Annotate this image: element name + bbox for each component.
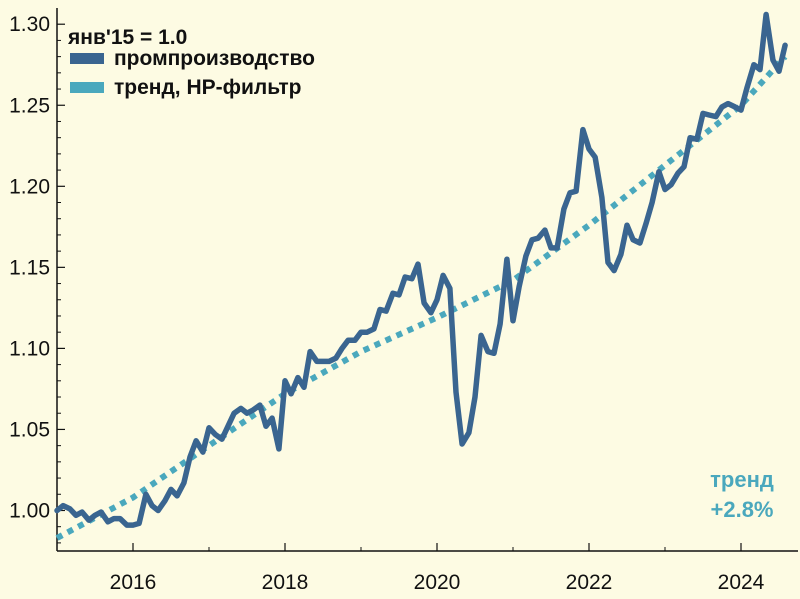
x-tick-label: 2022 <box>566 571 613 594</box>
y-tick-label: 1.05 <box>9 418 50 441</box>
x-tick-label: 2024 <box>718 571 765 594</box>
trend-annotation-line1: тренд <box>710 467 774 492</box>
y-tick-label: 1.15 <box>9 256 50 279</box>
x-axis-ticks: 2016 2018 2020 2022 2024 <box>56 543 765 594</box>
legend-label-industrial-production: промпроизводство <box>114 47 315 70</box>
x-tick-label: 2018 <box>262 571 309 594</box>
y-tick-label: 1.00 <box>9 499 50 522</box>
axes <box>56 8 798 552</box>
trend-annotation: тренд +2.8% <box>710 467 774 522</box>
y-axis-ticks: 1.00 1.05 1.10 1.15 1.20 1.25 1.30 <box>9 13 65 544</box>
y-tick-label: 1.30 <box>9 13 50 36</box>
legend-header: янв'15 = 1.0 <box>67 26 187 49</box>
x-tick-label: 2016 <box>110 571 157 594</box>
legend-swatch-trend <box>70 82 104 93</box>
legend-swatch-industrial-production <box>70 53 104 64</box>
x-tick-label: 2020 <box>414 571 461 594</box>
y-tick-label: 1.25 <box>9 94 50 117</box>
legend-label-trend: тренд, HP-фильтр <box>114 76 301 99</box>
y-tick-label: 1.20 <box>9 175 50 198</box>
y-tick-label: 1.10 <box>9 337 50 360</box>
series-lines <box>54 11 788 541</box>
trend-annotation-line2: +2.8% <box>711 497 774 522</box>
legend: янв'15 = 1.0 промпроизводство тренд, HP-… <box>67 26 315 99</box>
industrial-production-line <box>54 11 788 528</box>
